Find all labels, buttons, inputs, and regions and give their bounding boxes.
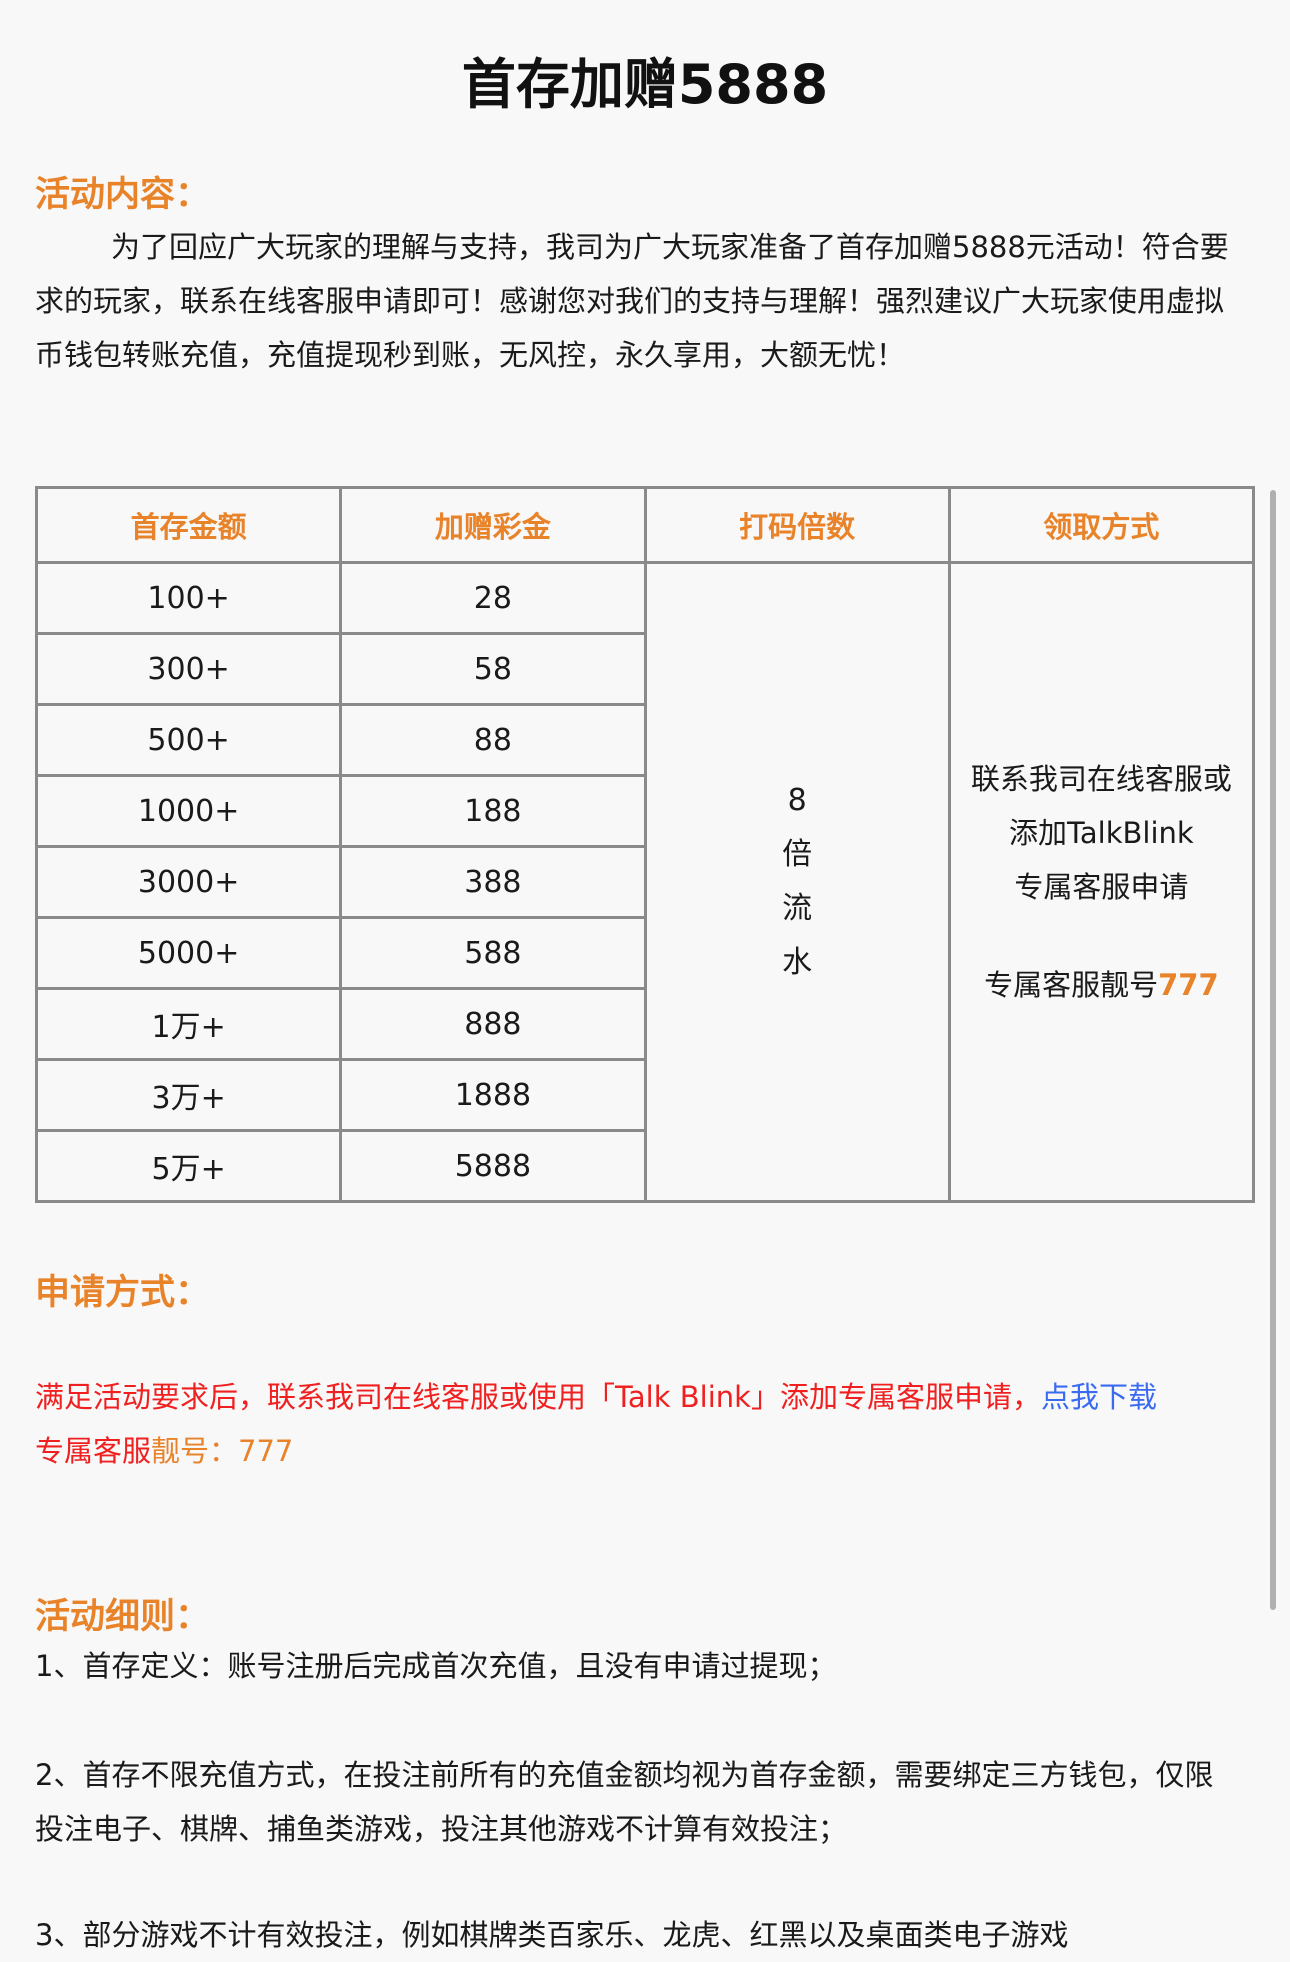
bonus-cell: 1888 [339,1058,647,1132]
header-deposit: 首存金额 [34,486,343,564]
page-title: 首存加赠5888 [461,53,829,116]
multiplier-char: 水 [782,945,813,980]
activity-heading: 活动内容： [35,175,211,215]
table-row: 100+ 28 8 倍流水 联系我司在线客服或 添加TalkBlink 专属客服申请专属客… [34,561,1256,1203]
claim-line: 添加TalkBlink [1009,816,1194,850]
claim-line: 专属客服申请 [1014,870,1189,904]
table-row: 5万+ 5888 [34,1129,1254,1203]
deposit-cell: 3000+ [34,845,343,919]
deposit-cell: 300+ [34,632,343,706]
table-row: 300+ 58 [34,632,1254,706]
deposit-cell: 1万+ [34,987,343,1061]
deposit-cell: 5000+ [34,916,343,990]
multiplier-char: 倍 [782,837,813,872]
header-claim: 领取方式 [947,486,1256,564]
bonus-cell: 5888 [339,1129,647,1203]
bonus-cell: 188 [339,774,647,848]
multiplier-char: 8 [787,783,807,818]
deposit-cell: 100+ [34,561,343,635]
claim-cell: 联系我司在线客服或 添加TalkBlink 专属客服申请专属客服靓号777 [947,561,1256,1203]
table-row: 5000+ 588 [34,916,1254,990]
claim-line: 联系我司在线客服或 [970,762,1232,796]
activity-text: 为了回应广大玩家的理解与支持，我司为广大玩家准备了首存加赠5888元活动！符合要… [35,230,1229,372]
apply-heading: 申请方式： [35,1273,211,1313]
table-row: 3万+ 1888 [34,1058,1254,1132]
multiplier-char: 流 [782,891,813,926]
header-bonus: 加赠彩金 [339,486,647,564]
bonus-cell: 388 [339,845,647,919]
deposit-cell: 5万+ [34,1129,343,1203]
claim-account-number: 777 [1158,968,1219,1002]
table-row: 3000+ 388 [34,845,1254,919]
header-multiplier: 打码倍数 [643,486,951,564]
deposit-cell: 500+ [34,703,343,777]
rule-item-2: 2、首存不限充值方式，在投注前所有的充值金额均视为首存金额，需要绑定三方钱包，仅… [35,1758,1214,1846]
bonus-cell: 588 [339,916,647,990]
rule-item-3: 3、部分游戏不计有效投注，例如棋牌类百家乐、龙虎、红黑以及桌面类电子游戏 [35,1918,1069,1952]
deposit-cell: 1000+ [34,774,343,848]
deposit-cell: 3万+ [34,1058,343,1132]
bonus-cell: 28 [339,561,647,635]
account-prefix: 专属客服 [35,1434,152,1468]
bonus-cell: 58 [339,632,647,706]
table-row: 1万+ 888 [34,987,1254,1061]
account-label: 靓号：777 [151,1434,294,1468]
apply-text: 满足活动要求后，联系我司在线客服或使用「Talk Blink」添加专属客服申请，… [35,1370,1235,1478]
multiplier-cell: 8 倍流水 [643,561,951,1203]
table-row: 500+ 88 [34,703,1254,777]
bonus-cell: 88 [339,703,647,777]
scrollbar[interactable] [1270,490,1276,1610]
claim-account-label: 专属客服靓号 [984,968,1159,1002]
download-link[interactable]: 点我下载 [1040,1380,1157,1414]
bonus-cell: 888 [339,987,647,1061]
rules-heading: 活动细则： [35,1597,211,1637]
table-row: 1000+ 188 [34,774,1254,848]
table-header-row: 首存金额 加赠彩金 打码倍数 领取方式 [34,486,1256,564]
rule-item-1: 1、首存定义：账号注册后完成首次充值，且没有申请过提现； [35,1649,837,1683]
apply-instructions: 满足活动要求后，联系我司在线客服或使用「Talk Blink」添加专属客服申请， [35,1380,1041,1414]
bonus-table: 首存金额 加赠彩金 打码倍数 领取方式 100+ 28 8 倍流水 联系我司在线客服或… [34,486,1256,1203]
